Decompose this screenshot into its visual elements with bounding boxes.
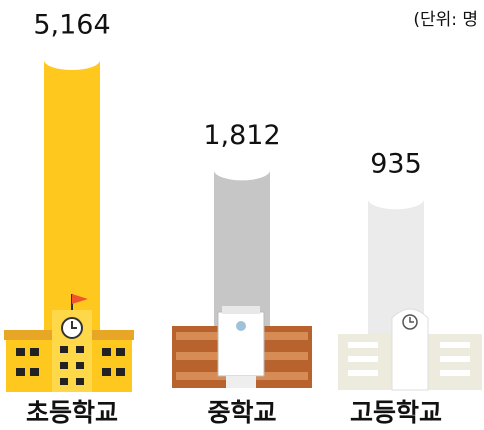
value-label: 1,812 [203,120,280,151]
x-tick-label: 고등학교 [350,398,442,427]
x-tick-label: 초등학교 [26,398,118,427]
x-tick-label: 중학교 [207,398,276,427]
value-label: 5,164 [33,10,110,41]
middle-building [172,306,312,388]
chart: (단위: 명 [0,0,484,430]
unit-note: (단위: 명 [413,10,478,30]
value-label: 935 [370,149,422,180]
high-building [338,309,482,390]
